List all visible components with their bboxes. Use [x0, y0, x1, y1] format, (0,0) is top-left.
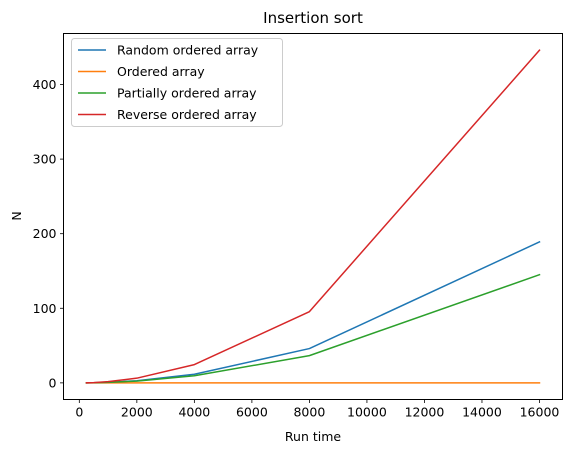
- plot-lines: [85, 49, 541, 384]
- x-axis: 0 2000 4000 6000 8000 10000 12000 14000 16000: [75, 399, 560, 420]
- x-axis-label: Run time: [285, 429, 341, 444]
- x-tick-label: 14000: [462, 405, 502, 420]
- y-axis-label: N: [9, 211, 24, 220]
- legend-label-0: Random ordered array: [117, 43, 259, 58]
- x-tick-label: 6000: [236, 405, 268, 420]
- x-tick-label: 2000: [121, 405, 153, 420]
- legend-frame: [71, 38, 283, 127]
- x-tick-label: 4000: [178, 405, 210, 420]
- legend-label-2: Partially ordered array: [117, 86, 257, 101]
- series-line-3: [85, 49, 541, 384]
- plot-area-frame: [63, 33, 563, 400]
- legend-label-1: Ordered array: [117, 64, 205, 79]
- chart-title: Insertion sort: [263, 9, 363, 27]
- y-tick-label: 300: [33, 152, 57, 167]
- y-tick-label: 200: [33, 226, 57, 241]
- x-tick-label: 16000: [520, 405, 560, 420]
- y-tick-label: 100: [33, 301, 57, 316]
- y-axis: 0 100 200 300 400: [33, 77, 64, 390]
- x-tick-label: 12000: [405, 405, 445, 420]
- legend-label-3: Reverse ordered array: [117, 107, 257, 122]
- x-tick-label: 10000: [347, 405, 387, 420]
- x-tick-label: 8000: [293, 405, 325, 420]
- y-tick-label: 400: [33, 77, 57, 92]
- x-tick-label: 0: [75, 405, 83, 420]
- legend: Random ordered array Ordered array Partial…: [71, 38, 283, 127]
- y-tick-label: 0: [49, 375, 57, 390]
